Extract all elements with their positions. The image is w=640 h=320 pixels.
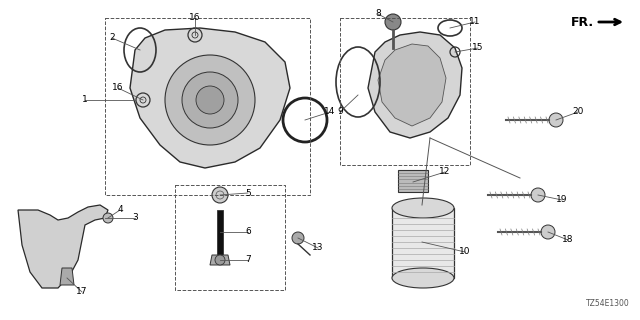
Circle shape — [549, 113, 563, 127]
Polygon shape — [392, 208, 454, 278]
Text: 4: 4 — [117, 205, 123, 214]
Circle shape — [541, 225, 555, 239]
Circle shape — [103, 213, 113, 223]
Polygon shape — [398, 170, 428, 192]
Polygon shape — [130, 28, 290, 168]
Text: 1: 1 — [82, 95, 88, 105]
Circle shape — [215, 255, 225, 265]
Circle shape — [385, 14, 401, 30]
Text: 20: 20 — [572, 108, 584, 116]
Text: FR.: FR. — [571, 15, 594, 28]
Text: 8: 8 — [375, 10, 381, 19]
Circle shape — [292, 232, 304, 244]
Text: 5: 5 — [245, 188, 251, 197]
Ellipse shape — [392, 198, 454, 218]
Text: 13: 13 — [312, 244, 324, 252]
Circle shape — [182, 72, 238, 128]
Polygon shape — [368, 32, 462, 138]
Text: 7: 7 — [245, 255, 251, 265]
Circle shape — [212, 187, 228, 203]
Text: 16: 16 — [112, 84, 124, 92]
Polygon shape — [60, 268, 74, 285]
Text: 10: 10 — [460, 247, 471, 257]
Text: TZ54E1300: TZ54E1300 — [586, 299, 630, 308]
Circle shape — [165, 55, 255, 145]
Text: 12: 12 — [439, 167, 451, 177]
Text: 19: 19 — [556, 196, 568, 204]
Polygon shape — [378, 44, 446, 126]
Text: 11: 11 — [469, 18, 481, 27]
Circle shape — [196, 86, 224, 114]
Text: 2: 2 — [109, 34, 115, 43]
Text: 6: 6 — [245, 228, 251, 236]
Text: 9: 9 — [337, 108, 343, 116]
Polygon shape — [217, 210, 223, 255]
Text: 18: 18 — [563, 236, 573, 244]
Text: 17: 17 — [76, 287, 88, 297]
Text: 15: 15 — [472, 44, 484, 52]
Polygon shape — [18, 205, 108, 288]
Text: 14: 14 — [324, 108, 336, 116]
Text: 3: 3 — [132, 213, 138, 222]
Text: 16: 16 — [189, 13, 201, 22]
Ellipse shape — [392, 268, 454, 288]
Polygon shape — [210, 255, 230, 265]
Circle shape — [531, 188, 545, 202]
